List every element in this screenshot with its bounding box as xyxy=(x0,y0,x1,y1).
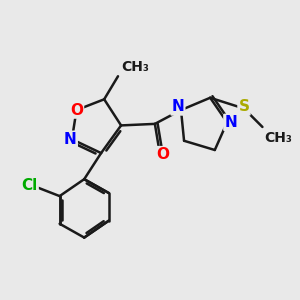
Text: O: O xyxy=(157,147,170,162)
Text: O: O xyxy=(70,103,83,118)
Text: N: N xyxy=(224,115,237,130)
Text: CH₃: CH₃ xyxy=(264,130,292,145)
Text: CH₃: CH₃ xyxy=(121,60,149,74)
Text: Cl: Cl xyxy=(21,178,38,193)
Text: N: N xyxy=(64,132,77,147)
Text: N: N xyxy=(172,100,184,115)
Text: S: S xyxy=(238,100,250,115)
